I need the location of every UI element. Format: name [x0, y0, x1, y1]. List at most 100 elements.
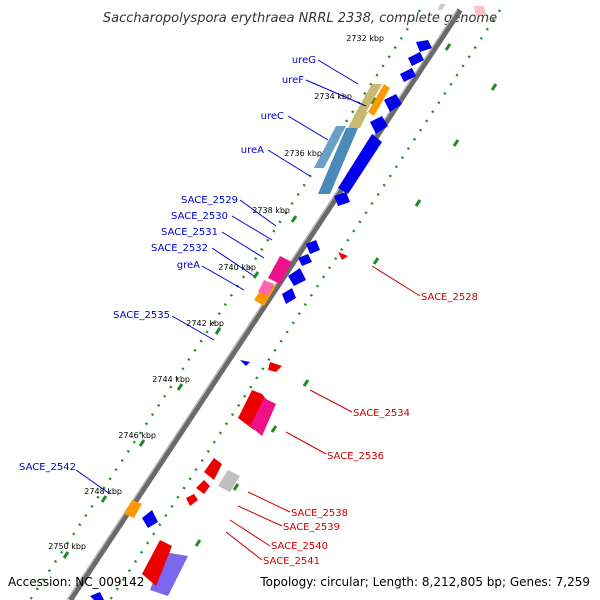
gene-label-sace-2528[interactable]: SACE_2528 [421, 292, 478, 303]
gene-label-ureg[interactable]: ureG [292, 55, 316, 66]
tick-label: 2738 kbp [252, 206, 290, 215]
feature-block[interactable] [474, 6, 486, 16]
tick-mark [490, 83, 498, 91]
tick-mark [370, 97, 378, 105]
gene-label-sace-2535[interactable]: SACE_2535 [113, 310, 170, 321]
gene-arrow-forward[interactable] [282, 288, 296, 304]
gene-label-grea[interactable]: greA [177, 260, 200, 271]
feature-block[interactable] [314, 126, 346, 168]
tick-label: 2734 kbp [314, 92, 352, 101]
reverse-track-dots [108, 9, 502, 600]
gene-label-urec[interactable]: ureC [261, 111, 284, 122]
tick-mark [176, 383, 184, 391]
gene-label-sace-2532[interactable]: SACE_2532 [151, 243, 208, 254]
gene-arrow-reverse[interactable] [204, 458, 222, 480]
leader-line [75, 469, 111, 495]
gene-label-urea[interactable]: ureA [241, 145, 264, 156]
gene-label-uref[interactable]: ureF [282, 75, 304, 86]
gene-arrow-reverse[interactable] [186, 494, 198, 506]
gene-label-sace-2542[interactable]: SACE_2542 [19, 462, 76, 473]
tick-label: 2740 kbp [218, 263, 256, 272]
gene-arrow-reverse[interactable] [250, 398, 276, 436]
tick-labels: 2732 kbp 2734 kbp 2736 kbp 2738 kbp 2740… [48, 34, 384, 551]
gene-label-sace-2530[interactable]: SACE_2530 [171, 211, 228, 222]
gene-arrow-forward[interactable] [408, 52, 424, 66]
feature-block[interactable] [348, 112, 368, 128]
gene-arrow-forward[interactable] [416, 40, 432, 52]
gene-arrow-forward[interactable] [142, 510, 158, 528]
tick-mark [444, 43, 452, 51]
gene-arrow-forward[interactable] [400, 68, 416, 82]
feature-blocks [124, 4, 486, 596]
gene-arrow-reverse[interactable] [338, 252, 348, 260]
gene-label-sace-2541[interactable]: SACE_2541 [263, 556, 320, 567]
track-dotted-lines [28, 9, 502, 600]
accession-text: Accession: NC_009142 [8, 575, 144, 589]
reverse-leader-lines [225, 265, 421, 561]
feature-block[interactable] [218, 470, 240, 492]
feature-block[interactable] [124, 500, 142, 518]
gene-arrow-forward[interactable] [298, 254, 312, 266]
map-title-text: Saccharopolyspora erythraea NRRL 2338, c… [103, 11, 497, 26]
tick-mark [372, 257, 380, 265]
tick-mark [290, 215, 298, 223]
tick-label: 2750 kbp [48, 542, 86, 551]
gene-arrow-forward[interactable] [288, 268, 306, 286]
tick-label: 2746 kbp [118, 431, 156, 440]
leader-line [211, 247, 255, 277]
gene-label-sace-2540[interactable]: SACE_2540 [271, 541, 328, 552]
gene-label-sace-2531[interactable]: SACE_2531 [161, 227, 218, 238]
leader-line [317, 59, 359, 85]
gene-label-sace-2536[interactable]: SACE_2536 [327, 451, 384, 462]
gene-arrow-reverse[interactable] [196, 480, 210, 494]
leader-line [287, 115, 329, 141]
tick-mark [452, 139, 460, 147]
feature-block[interactable] [268, 256, 292, 284]
forward-leader-lines [75, 59, 367, 495]
tick-mark [270, 425, 278, 433]
gene-arrow-reverse[interactable] [142, 540, 172, 586]
tick-mark [194, 539, 202, 547]
forward-gene-labels: ureG ureF ureC ureA SACE_2529 SACE_2530 … [19, 55, 316, 473]
reverse-gene-labels: SACE_2528 SACE_2534 SACE_2536 SACE_2538 … [263, 292, 478, 567]
tick-label: 2748 kbp [84, 487, 122, 496]
leader-line [225, 531, 263, 561]
gene-arrow-forward[interactable] [334, 192, 350, 206]
topology-text: Topology: circular; Length: 8,212,805 bp… [259, 575, 590, 589]
tick-mark [302, 379, 310, 387]
leader-line [221, 231, 265, 259]
leader-line [237, 505, 283, 527]
tick-mark [62, 551, 70, 559]
gene-label-sace-2529[interactable]: SACE_2529 [181, 195, 238, 206]
feature-block[interactable] [438, 4, 446, 10]
gene-arrow-forward[interactable] [240, 360, 250, 366]
tick-mark [232, 483, 240, 491]
gene-label-sace-2538[interactable]: SACE_2538 [291, 508, 348, 519]
gene-arrow-forward[interactable] [306, 240, 320, 254]
gene-arrow-reverse[interactable] [238, 390, 270, 430]
map-title: Saccharopolyspora erythraea NRRL 2338, c… [103, 11, 497, 26]
leader-line [171, 315, 215, 341]
tick-label: 2744 kbp [152, 375, 190, 384]
gene-arrow-forward[interactable] [90, 592, 104, 600]
gene-label-sace-2534[interactable]: SACE_2534 [353, 408, 410, 419]
tick-label: 2736 kbp [284, 149, 322, 158]
tick-mark [100, 495, 108, 503]
tick-mark [138, 439, 146, 447]
gene-label-sace-2539[interactable]: SACE_2539 [283, 522, 340, 533]
gene-arrow-forward[interactable] [370, 116, 388, 134]
gene-arrow-forward[interactable] [384, 94, 402, 112]
leader-line [229, 519, 271, 547]
feature-block[interactable] [368, 84, 390, 116]
tick-label: 2742 kbp [186, 319, 224, 328]
leader-line [371, 265, 421, 297]
feature-block[interactable] [150, 552, 188, 596]
gene-arrow-reverse[interactable] [268, 362, 282, 372]
gene-arrow-forward[interactable] [338, 134, 382, 194]
leader-line [267, 149, 311, 177]
tick-mark [252, 271, 260, 279]
feature-block[interactable] [318, 128, 358, 194]
feature-block[interactable] [258, 280, 274, 296]
leader-line [305, 79, 367, 107]
